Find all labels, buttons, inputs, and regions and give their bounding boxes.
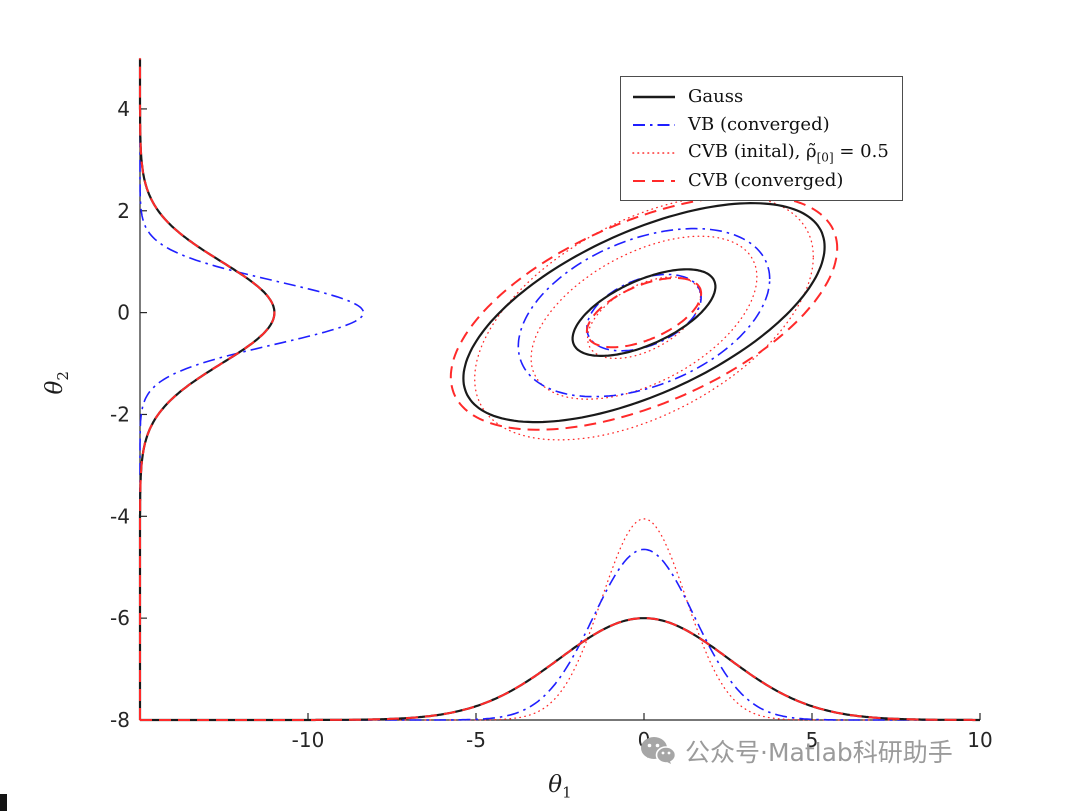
x-tick-label: 0: [638, 728, 651, 752]
cvb-converged-contour: [449, 194, 839, 431]
legend-line-sample: [633, 123, 675, 126]
y-tick-label: -4: [110, 504, 130, 528]
corner-artifact: [0, 794, 7, 811]
legend-entry-label: CVB (inital), ρ̃[0] = 0.5: [688, 140, 889, 165]
legend-entry: CVB (inital), ρ̃[0] = 0.5: [631, 140, 889, 165]
vb-converged-marginal-y: [139, 58, 365, 720]
x-tick-label: -10: [292, 728, 325, 752]
y-tick-label: -2: [110, 402, 130, 426]
cvb-converged-contour: [585, 277, 703, 349]
legend: Gauss VB (converged) CVB (inital), ρ̃[0] =…: [620, 76, 903, 201]
legend-entry-label: CVB (converged): [688, 170, 844, 191]
legend-entry-label: Gauss: [688, 86, 744, 107]
y-axis-label-symbol: θ: [42, 380, 69, 395]
x-axis-label: θ1: [480, 772, 640, 802]
cvb-initial-contour: [530, 235, 758, 400]
y-axis-label: θ2: [42, 348, 72, 418]
legend-line-sample: [633, 95, 675, 98]
y-tick-label: -6: [110, 606, 130, 630]
gauss-marginal-x: [140, 617, 980, 722]
x-tick-label: 10: [967, 728, 992, 752]
cvb-initial-marginal-x: [139, 518, 981, 721]
legend-entry: Gauss: [631, 84, 889, 109]
y-tick-label: 2: [117, 199, 130, 223]
legend-entry: VB (converged): [631, 112, 889, 137]
y-axis-label-subscript: 2: [53, 371, 72, 381]
cvb-initial-marginal-y: [139, 57, 276, 721]
cvb-converged-marginal-x: [140, 617, 980, 721]
gauss-contour: [462, 201, 826, 424]
gauss-marginal-y: [138, 58, 276, 720]
y-tick-label: 4: [117, 97, 130, 121]
y-tick-label: -8: [110, 708, 130, 732]
legend-line-sample: [632, 151, 676, 154]
legend-entry-label: VB (converged): [688, 114, 830, 135]
x-tick-label: 5: [806, 728, 819, 752]
gauss-contour: [571, 268, 717, 357]
legend-entry: CVB (converged): [631, 168, 889, 193]
x-tick-label: -5: [466, 728, 486, 752]
vb-converged-contour: [517, 227, 771, 398]
vb-converged-contour: [586, 273, 702, 352]
y-tick-label: 0: [117, 301, 130, 325]
x-axis-label-subscript: 1: [562, 783, 572, 802]
legend-line-sample: [633, 179, 675, 182]
cvb-initial-contour: [586, 276, 702, 360]
vb-converged-marginal-x: [140, 548, 980, 721]
x-axis-label-symbol: θ: [548, 772, 563, 798]
cvb-converged-marginal-y: [139, 58, 276, 720]
